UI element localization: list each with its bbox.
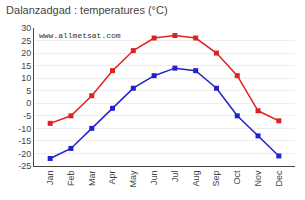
svg-text:Mar: Mar <box>87 171 97 187</box>
svg-text:Dec: Dec <box>274 170 284 187</box>
svg-text:Jul: Jul <box>170 171 180 183</box>
svg-text:-25: -25 <box>18 161 31 171</box>
svg-text:Sep: Sep <box>211 171 221 187</box>
svg-text:www.allmetsat.com: www.allmetsat.com <box>39 31 121 40</box>
svg-text:Jun: Jun <box>149 171 159 186</box>
svg-text:Jan: Jan <box>45 171 55 186</box>
svg-text:0: 0 <box>26 98 31 108</box>
svg-text:Dalanzadgad : temperatures (°C: Dalanzadgad : temperatures (°C) <box>6 4 168 16</box>
svg-text:25: 25 <box>21 36 31 46</box>
svg-text:May: May <box>128 170 138 188</box>
svg-text:Aug: Aug <box>191 171 201 187</box>
svg-text:15: 15 <box>21 61 31 71</box>
svg-text:Feb: Feb <box>66 171 76 187</box>
svg-text:Apr: Apr <box>107 171 117 185</box>
svg-text:10: 10 <box>21 73 31 83</box>
svg-text:5: 5 <box>26 86 31 96</box>
svg-text:20: 20 <box>21 48 31 58</box>
svg-text:-10: -10 <box>18 124 31 134</box>
svg-text:-5: -5 <box>23 111 31 121</box>
svg-text:30: 30 <box>21 23 31 33</box>
svg-text:Oct: Oct <box>232 170 242 185</box>
svg-text:-15: -15 <box>18 136 31 146</box>
svg-text:Nov: Nov <box>253 170 263 187</box>
svg-text:-20: -20 <box>18 149 31 159</box>
